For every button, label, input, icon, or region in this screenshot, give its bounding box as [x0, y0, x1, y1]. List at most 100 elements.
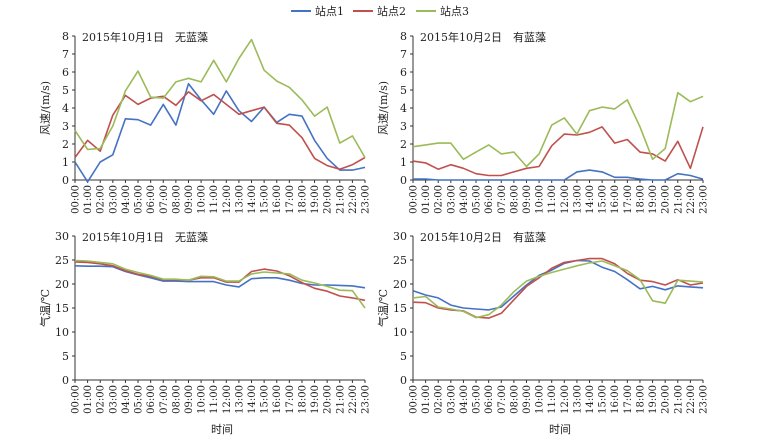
panel-title: 2015年10月2日 有蓝藻 [420, 30, 546, 44]
x-tick-label: 02:00 [96, 185, 107, 214]
x-tick-label: 07:00 [159, 385, 170, 414]
x-tick-label: 19:00 [648, 385, 659, 414]
series-line-1 [74, 265, 366, 289]
x-tick-label: 11:00 [547, 185, 558, 214]
x-tick-label: 17:00 [285, 185, 296, 214]
x-tick-label: 04:00 [459, 385, 470, 414]
x-tick-label: 08:00 [509, 385, 520, 414]
y-tick-label: 4 [62, 102, 69, 115]
x-tick-label: 21:00 [673, 185, 684, 214]
x-tick-label: 01:00 [421, 385, 432, 414]
x-tick-label: 21:00 [673, 385, 684, 414]
x-tick-label: 05:00 [134, 185, 145, 214]
x-tick-label: 06:00 [146, 185, 157, 214]
x-tick-label: 20:00 [323, 385, 334, 414]
x-tick-label: 23:00 [699, 385, 710, 414]
y-tick-label: 10 [393, 326, 407, 339]
x-tick-label: 20:00 [661, 185, 672, 214]
y-axis-label: 风速/(m/s) [39, 81, 52, 135]
series-line-1 [413, 169, 704, 181]
x-tick-label: 10:00 [535, 385, 546, 414]
y-tick-label: 8 [400, 30, 407, 43]
x-tick-label: 04:00 [459, 185, 470, 214]
y-tick-label: 0 [400, 174, 407, 187]
y-tick-label: 20 [55, 278, 69, 291]
x-tick-label: 08:00 [509, 185, 520, 214]
x-tick-label: 18:00 [297, 185, 308, 214]
x-tick-label: 15:00 [598, 385, 609, 414]
x-tick-label: 18:00 [297, 385, 308, 414]
x-tick-label: 06:00 [484, 185, 495, 214]
y-tick-label: 5 [62, 84, 69, 97]
x-tick-label: 23:00 [361, 185, 372, 214]
x-tick-label: 13:00 [234, 185, 245, 214]
x-tick-label: 19:00 [310, 185, 321, 214]
legend-label-3: 站点3 [440, 4, 469, 18]
x-tick-label: 06:00 [146, 385, 157, 414]
x-tick-label: 19:00 [310, 385, 321, 414]
x-tick-label: 05:00 [472, 185, 483, 214]
y-tick-label: 3 [400, 120, 407, 133]
x-tick-label: 02:00 [96, 385, 107, 414]
x-axis-label-right: 时间 [549, 423, 571, 436]
y-tick-label: 4 [400, 102, 407, 115]
x-tick-label: 17:00 [623, 185, 634, 214]
x-tick-label: 02:00 [434, 385, 445, 414]
x-tick-label: 19:00 [648, 185, 659, 214]
x-tick-label: 10:00 [197, 185, 208, 214]
series-line-3 [412, 91, 704, 168]
panel-title: 2015年10月1日 无蓝藻 [82, 230, 208, 244]
series-line-1 [412, 259, 704, 311]
x-tick-label: 00:00 [71, 385, 82, 414]
x-tick-label: 08:00 [171, 385, 182, 414]
y-tick-label: 6 [400, 66, 407, 79]
x-tick-label: 12:00 [560, 185, 571, 214]
x-tick-label: 17:00 [623, 385, 634, 414]
x-tick-label: 12:00 [222, 185, 233, 214]
x-tick-label: 03:00 [446, 385, 457, 414]
y-tick-label: 6 [62, 66, 69, 79]
x-tick-label: 18:00 [635, 385, 646, 414]
x-tick-label: 13:00 [572, 185, 583, 214]
x-tick-label: 17:00 [285, 385, 296, 414]
x-tick-label: 10:00 [197, 385, 208, 414]
x-tick-label: 01:00 [83, 185, 94, 214]
x-tick-label: 05:00 [472, 385, 483, 414]
y-tick-label: 2 [400, 138, 407, 151]
y-tick-label: 8 [62, 30, 69, 43]
x-tick-label: 09:00 [522, 185, 533, 214]
y-axis-label: 风速/(m/s) [377, 81, 390, 135]
x-tick-label: 20:00 [323, 185, 334, 214]
y-tick-label: 30 [393, 230, 407, 243]
x-tick-label: 02:00 [434, 185, 445, 214]
x-tick-label: 22:00 [686, 385, 697, 414]
legend: 站点1 站点2 站点3 [291, 4, 469, 18]
x-tick-label: 18:00 [635, 185, 646, 214]
x-tick-label: 11:00 [547, 385, 558, 414]
x-tick-label: 22:00 [686, 185, 697, 214]
panel-3: 0 5 10 15 20 25 30 00:00 01:00 02:00 03:00 04:00 05:… [38, 230, 372, 414]
x-tick-label: 09:00 [184, 385, 195, 414]
y-tick-label: 3 [62, 120, 69, 133]
panel-title: 2015年10月1日 无蓝藻 [82, 30, 208, 44]
legend-label-1: 站点1 [315, 4, 344, 18]
x-tick-label: 08:00 [171, 185, 182, 214]
y-tick-label: 15 [55, 302, 69, 315]
x-tick-label: 14:00 [247, 385, 258, 414]
x-tick-label: 13:00 [572, 385, 583, 414]
x-axis-label-left: 时间 [211, 423, 233, 436]
x-tick-label: 23:00 [699, 185, 710, 214]
y-tick-label: 2 [62, 138, 69, 151]
x-tick-label: 05:00 [134, 385, 145, 414]
x-tick-label: 21:00 [335, 185, 346, 214]
series-line-3 [412, 260, 704, 319]
y-tick-label: 0 [62, 174, 69, 187]
x-tick-label: 11:00 [209, 185, 220, 214]
x-tick-label: 22:00 [348, 385, 359, 414]
x-tick-label: 14:00 [585, 385, 596, 414]
x-tick-label: 12:00 [222, 385, 233, 414]
x-tick-label: 03:00 [446, 185, 457, 214]
x-tick-label: 00:00 [71, 185, 82, 214]
